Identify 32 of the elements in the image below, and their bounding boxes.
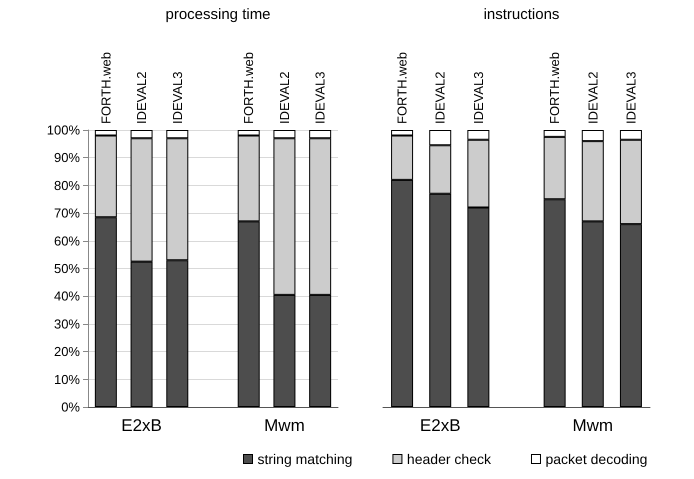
x-tick-label: IDEVAL3 bbox=[470, 71, 486, 124]
x-tick-label: IDEVAL2 bbox=[432, 71, 448, 124]
chart-title: processing time bbox=[165, 6, 271, 23]
x-tick-label: IDEVAL3 bbox=[623, 71, 638, 124]
x-tick-label: FORTH.web bbox=[98, 52, 114, 124]
x-tick-label: IDEVAL2 bbox=[134, 71, 150, 124]
text: E2xB bbox=[121, 416, 162, 435]
x-tick-label: IDEVAL2 bbox=[276, 71, 292, 124]
legend-label: header check bbox=[406, 451, 492, 467]
y-tick-label: 80% bbox=[54, 178, 80, 193]
text: E2xB bbox=[420, 416, 461, 435]
y-tick-label: 10% bbox=[54, 372, 80, 387]
text: Mwm bbox=[572, 416, 614, 435]
y-tick-label: 30% bbox=[54, 316, 80, 332]
x-tick-label: IDEVAL3 bbox=[170, 71, 185, 124]
y-tick-label: 0% bbox=[61, 400, 80, 414]
legend-label: string matching bbox=[258, 451, 352, 467]
y-tick-label: 70% bbox=[54, 206, 80, 221]
y-tick-label: 90% bbox=[54, 150, 80, 166]
x-tick-label: FORTH.web bbox=[241, 52, 256, 124]
y-tick-label: 60% bbox=[54, 233, 80, 248]
legend-label: packet decoding bbox=[545, 451, 648, 467]
y-tick-label: 100% bbox=[46, 122, 80, 138]
x-tick-label: FORTH.web bbox=[394, 52, 410, 124]
chart-title: instructions bbox=[484, 6, 560, 23]
y-tick-label: 40% bbox=[54, 288, 80, 304]
x-tick-label: FORTH.web bbox=[547, 52, 562, 124]
x-tick-label: IDEVAL3 bbox=[312, 71, 328, 124]
y-tick-label: 50% bbox=[54, 261, 80, 276]
y-tick-label: 20% bbox=[54, 344, 80, 360]
x-tick-label: IDEVAL2 bbox=[585, 71, 600, 124]
text: Mwm bbox=[264, 416, 305, 435]
